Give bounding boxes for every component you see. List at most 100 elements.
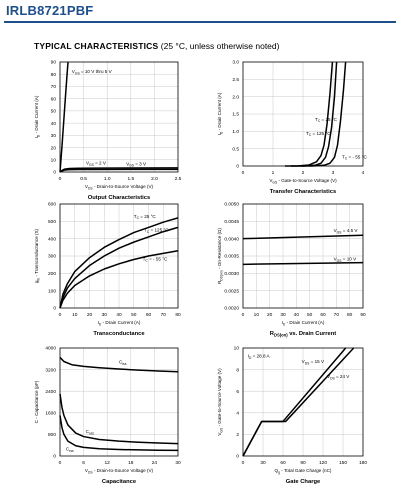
chart-output-y-axis-label: ID​ - Drain Current (A) — [34, 95, 40, 138]
chart-transconductance-series-t-c-55-c — [59, 250, 179, 309]
chart-rdson-series-v-gs-10-v — [242, 261, 364, 266]
chart-capacitance-y-tick-label: 0 — [53, 454, 56, 460]
chart-transfer-x-axis-label: VGS​ - Gate-to-Source Voltage (V) — [269, 178, 337, 184]
chart-gate_charge-annotation: VDS​ = 15 V — [302, 359, 325, 365]
chart-capacitance-x-tick-label: 24 — [152, 460, 158, 466]
chart-capacitance-y-tick-label: 800 — [48, 432, 56, 438]
chart-transconductance-annotation: TC​ = 125 °C — [144, 228, 169, 234]
chart-transconductance-y-tick-label: 600 — [48, 202, 56, 208]
part-number-title: IRLB8721PBF — [6, 3, 94, 18]
chart-capacitance-x-tick-label: 0 — [59, 460, 62, 466]
chart-output-y-tick-label: 40 — [51, 121, 57, 127]
chart-capacitance-y-axis-label: C - Capacitance (pF) — [34, 380, 39, 423]
chart-transfer-annotation: TC​ = 125 °C — [306, 131, 331, 137]
chart-transfer-annotation: TC​ = - 55 °C — [342, 154, 367, 160]
chart-output-x-tick-label: 1.0 — [104, 176, 111, 182]
chart-transconductance-y-axis-label: gfs​ - Transconductance (S) — [34, 228, 40, 283]
chart-gate_charge-plot-frame — [242, 347, 364, 457]
chart-output-y-tick-label: 70 — [51, 84, 57, 90]
chart-rdson-y-tick-label: 0.0035 — [224, 254, 239, 260]
chart-rdson-x-tick-label: 90 — [360, 312, 366, 318]
chart-output-annotation: VGS​ = 3 V — [126, 161, 147, 167]
chart-transfer-x-tick-label: 2 — [302, 170, 305, 176]
chart-output-y-tick-label: 30 — [51, 133, 57, 139]
chart-transconductance-annotation: TC​ = 25 °C — [134, 214, 157, 220]
chart-rdson-x-tick-label: 70 — [334, 312, 340, 318]
chart-capacitance-y-tick-label: 3200 — [45, 367, 56, 373]
chart-rdson-x-tick-label: 40 — [294, 312, 300, 318]
chart-output-title: Output Characteristics — [88, 195, 151, 201]
chart-output-y-tick-label: 0 — [53, 170, 56, 176]
chart-transconductance-title: Transconductance — [93, 331, 145, 337]
chart-rdson-x-tick-label: 10 — [254, 312, 260, 318]
chart-transconductance-y-tick-label: 300 — [48, 254, 56, 260]
chart-output-y-tick-label: 90 — [51, 60, 57, 66]
chart-rdson-y-tick-label: 0.0020 — [224, 306, 239, 312]
chart-rdson-x-axis-label: ID​ - Drain Current (A) — [282, 320, 325, 326]
chart-gate_charge-x-tick-label: 0 — [242, 460, 245, 466]
section-condition: (25 °C, unless otherwise noted) — [160, 41, 280, 51]
chart-transfer-annotation: TC​ = 25 °C — [315, 117, 338, 123]
chart-transfer-y-tick-label: 3.0 — [232, 60, 239, 66]
chart-transconductance-series-t-c-25-c — [59, 217, 179, 309]
chart-transconductance-x-tick-label: 70 — [161, 312, 167, 318]
chart-capacitance-x-tick-label: 18 — [128, 460, 134, 466]
chart-gate_charge-y-tick-label: 0 — [236, 454, 239, 460]
chart-rdson-y-tick-label: 0.0025 — [224, 288, 239, 294]
chart-gate_charge-x-tick-label: 30 — [260, 460, 266, 466]
chart-transconductance-x-tick-label: 0 — [59, 312, 62, 318]
chart-gate_charge-annotation: ID​ = 28.8 A — [248, 354, 271, 360]
chart-output-series-1 — [59, 61, 69, 173]
chart-rdson-annotation: VGS​ = 10 V — [334, 257, 357, 263]
chart-transconductance-series-t-c-125-c — [59, 226, 179, 309]
chart-transconductance-y-tick-label: 400 — [48, 236, 56, 242]
chart-rdson-y-tick-label: 0.0040 — [224, 236, 239, 242]
chart-rdson-title: RDS(on)​ vs. Drain Current — [270, 331, 337, 338]
chart-gate_charge-annotation: VDS​ = 24 V — [327, 374, 350, 380]
chart-transfer-title: Transfer Characteristics — [270, 189, 336, 195]
chart-rdson-annotation: VGS​ = 4.5 V — [334, 228, 359, 234]
chart-rdson-y-tick-label: 0.0050 — [224, 202, 239, 208]
section-title-label: TYPICAL CHARACTERISTICS — [34, 41, 159, 51]
chart-output-annotation: VGS​ = 2 V — [86, 161, 107, 167]
chart-output-plot-frame — [59, 61, 179, 173]
chart-capacitance-y-tick-label: 1600 — [45, 411, 56, 417]
chart-gate_charge-series-v-ds-15-v — [242, 347, 347, 457]
chart-transconductance-x-tick-label: 80 — [175, 312, 181, 318]
chart-output-y-tick-label: 80 — [51, 72, 57, 78]
chart-transconductance-x-tick-label: 10 — [72, 312, 78, 318]
chart-gate_charge-x-tick-label: 60 — [280, 460, 286, 466]
chart-output-annotation: VGS​ = 10 V thru 5 V — [72, 69, 113, 75]
chart-rdson-x-tick-label: 30 — [280, 312, 286, 318]
chart-gate_charge-x-tick-label: 180 — [359, 460, 367, 466]
chart-gate_charge-y-tick-label: 6 — [236, 389, 239, 395]
chart-gate_charge-x-axis-label: Qg​ - Total Gate Charge (nC) — [275, 468, 332, 474]
chart-output-y-tick-label: 10 — [51, 157, 57, 163]
chart-capacitance-title: Capacitance — [102, 479, 137, 485]
chart-rdson-x-tick-label: 60 — [320, 312, 326, 318]
chart-output-x-tick-label: 0.5 — [80, 176, 87, 182]
chart-capacitance-x-tick-label: 30 — [175, 460, 181, 466]
chart-output-x-tick-label: 2.0 — [151, 176, 158, 182]
chart-transfer-y-axis-label: ID​ - Drain Current (A) — [217, 92, 223, 135]
chart-gate_charge-x-tick-label: 150 — [339, 460, 347, 466]
chart-capacitance-annotation: Crss​ — [66, 447, 74, 453]
chart-rdson-x-tick-label: 0 — [242, 312, 245, 318]
chart-rdson-y-tick-label: 0.0030 — [224, 271, 239, 277]
chart-transfer-x-tick-label: 4 — [362, 170, 365, 176]
chart-transconductance-y-tick-label: 100 — [48, 288, 56, 294]
chart-transfer-y-tick-label: 0.5 — [232, 146, 239, 152]
chart-transconductance-y-tick-label: 200 — [48, 271, 56, 277]
chart-transfer-y-tick-label: 1.0 — [232, 129, 239, 135]
chart-capacitance-series-c-iss — [59, 356, 179, 373]
chart-capacitance-annotation: Ciss​ — [119, 360, 127, 366]
chart-rdson-series-v-gs-4-5-v — [242, 234, 364, 240]
chart-rdson-x-tick-label: 20 — [267, 312, 273, 318]
chart-gate_charge-y-tick-label: 10 — [234, 346, 240, 352]
chart-transfer-x-tick-label: 1 — [272, 170, 275, 176]
